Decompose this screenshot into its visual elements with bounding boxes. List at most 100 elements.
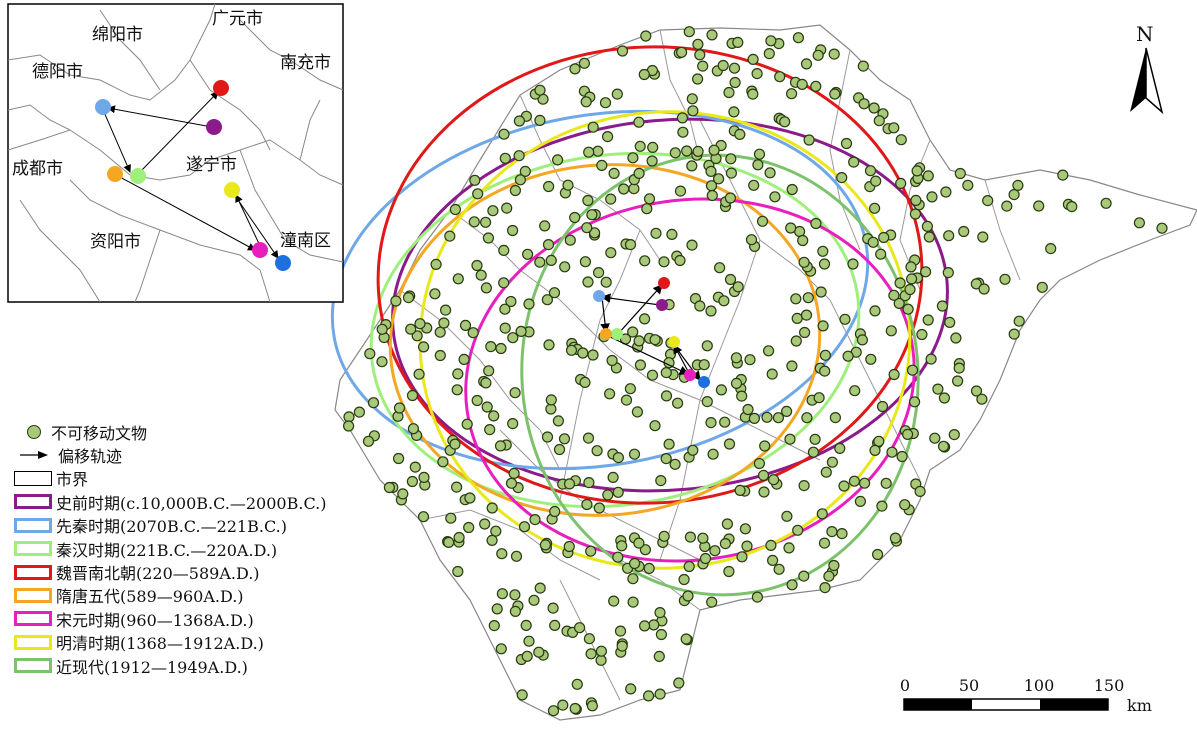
relic-point <box>406 475 418 488</box>
relic-point <box>545 394 557 406</box>
relic-point <box>748 179 760 191</box>
relic-point <box>514 174 527 186</box>
relic-point <box>413 368 425 380</box>
relic-point <box>484 424 496 436</box>
inset-label-mianyang: 绵阳市 <box>92 25 143 45</box>
relic-point <box>541 431 554 443</box>
relic-point <box>681 145 693 157</box>
relic-point <box>499 152 511 164</box>
ellipse-song-yuan <box>464 197 916 563</box>
relic-point <box>628 448 641 460</box>
relic-point <box>624 239 637 251</box>
relic-point <box>976 393 988 405</box>
relic-point <box>508 467 520 479</box>
relic-point <box>769 191 781 203</box>
relic-point <box>518 521 531 533</box>
relic-point <box>587 121 599 133</box>
relic-point <box>618 183 630 195</box>
relic-point <box>669 458 681 470</box>
relic-point <box>452 273 464 285</box>
relic-point <box>634 359 647 371</box>
relic-point <box>802 292 814 304</box>
relic-point <box>796 78 808 91</box>
relic-point <box>820 466 832 478</box>
relic-point <box>724 192 737 204</box>
legend-item-period: 魏晋南北朝(220—589A.D.) <box>14 560 326 583</box>
relic-point <box>523 635 535 647</box>
relic-point <box>534 84 546 96</box>
relic-point <box>491 603 503 615</box>
relic-point <box>717 59 729 72</box>
relic-point <box>812 49 824 61</box>
relic-point <box>786 183 798 196</box>
relic-point <box>464 492 476 504</box>
relic-point <box>481 401 493 413</box>
relic-point <box>666 228 678 240</box>
relic-point <box>616 45 629 57</box>
relic-point <box>944 316 956 328</box>
center-point <box>593 290 605 302</box>
relic-point <box>586 209 598 221</box>
relic-point <box>620 394 633 406</box>
relic-point <box>747 88 759 100</box>
relic-point <box>926 191 938 203</box>
relic-point <box>758 486 770 498</box>
relic-point <box>925 353 937 365</box>
relic-point <box>919 266 932 278</box>
relic-point <box>828 48 840 60</box>
relic-point <box>627 573 639 585</box>
period-swatch <box>14 564 52 580</box>
relic-point <box>888 122 900 134</box>
relic-point <box>390 295 402 307</box>
relic-point <box>648 619 660 631</box>
relic-point <box>694 49 706 61</box>
arrow-icon <box>20 451 48 460</box>
relic-point <box>868 102 880 114</box>
relic-point <box>719 537 732 550</box>
center-point <box>611 328 623 340</box>
relic-point <box>534 582 546 594</box>
relic-point <box>1008 189 1020 201</box>
relic-point <box>871 548 884 561</box>
relic-point <box>573 622 586 634</box>
relic-point <box>458 353 470 365</box>
relic-point <box>467 327 479 339</box>
relic-point <box>495 643 507 655</box>
main-offset-track <box>600 284 701 381</box>
scale-tick-100: 100 <box>1023 676 1055 695</box>
relic-point <box>856 334 869 346</box>
relic-point <box>438 317 450 329</box>
relic-point <box>880 477 892 489</box>
relic-point <box>914 485 926 497</box>
inset-map <box>7 3 344 303</box>
relic-point <box>839 313 851 325</box>
relic-point <box>611 88 623 100</box>
relic-point <box>579 376 591 388</box>
relic-point <box>962 179 974 191</box>
inset-center-point <box>206 119 222 135</box>
relic-point <box>780 405 793 417</box>
relic-point <box>444 230 456 242</box>
relic-point <box>580 96 592 108</box>
relic-point <box>886 446 898 458</box>
center-point <box>684 369 696 381</box>
relic-point <box>817 320 829 332</box>
period-swatch <box>14 541 52 557</box>
relic-point <box>553 443 566 456</box>
period-swatch <box>14 494 52 510</box>
relic-point <box>876 500 888 512</box>
relic-point <box>414 318 426 330</box>
relic-point <box>798 256 810 268</box>
relic-point <box>642 690 655 702</box>
relic-point <box>547 705 560 717</box>
inset-center-point <box>130 168 146 184</box>
relic-point <box>542 239 555 251</box>
relic-point <box>393 402 406 414</box>
legend-item-period: 先秦时期(2070B.C.—221B.C.) <box>14 514 326 537</box>
relic-point <box>624 383 637 395</box>
relic-point <box>894 277 906 289</box>
relic-point <box>605 193 617 205</box>
relic-point <box>826 525 838 538</box>
relic-point <box>616 640 628 652</box>
relic-point <box>533 646 545 658</box>
